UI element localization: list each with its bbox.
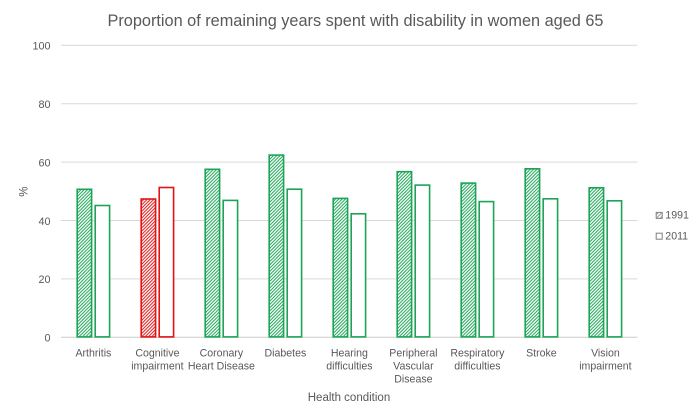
- svg-text:Coronary: Coronary: [200, 347, 244, 359]
- svg-text:Vision: Vision: [591, 347, 620, 359]
- svg-text:Stroke: Stroke: [526, 347, 557, 359]
- svg-text:0: 0: [44, 333, 50, 345]
- svg-text:Peripheral: Peripheral: [389, 347, 437, 359]
- svg-text:difficulties: difficulties: [454, 361, 500, 373]
- svg-text:%: %: [19, 187, 31, 197]
- svg-text:80: 80: [38, 99, 50, 111]
- svg-text:impairment: impairment: [579, 361, 631, 373]
- svg-text:Cognitive: Cognitive: [135, 347, 179, 359]
- svg-text:Respiratory: Respiratory: [450, 347, 505, 359]
- svg-text:Arthritis: Arthritis: [75, 347, 111, 359]
- svg-text:100: 100: [32, 41, 50, 53]
- svg-text:60: 60: [38, 157, 50, 169]
- svg-text:Proportion of remaining years: Proportion of remaining years spent with…: [108, 12, 604, 30]
- svg-text:2011: 2011: [665, 231, 688, 243]
- svg-text:20: 20: [38, 274, 50, 286]
- svg-text:Diabetes: Diabetes: [264, 347, 306, 359]
- svg-text:Disease: Disease: [394, 374, 432, 386]
- svg-text:Health condition: Health condition: [308, 392, 390, 404]
- svg-text:40: 40: [38, 216, 50, 228]
- svg-text:1991: 1991: [665, 209, 689, 221]
- svg-text:Hearing: Hearing: [331, 347, 368, 359]
- svg-text:Heart Disease: Heart Disease: [188, 361, 255, 373]
- svg-text:difficulties: difficulties: [326, 361, 372, 373]
- svg-text:Vascular: Vascular: [393, 361, 434, 373]
- svg-text:impairment: impairment: [131, 361, 183, 373]
